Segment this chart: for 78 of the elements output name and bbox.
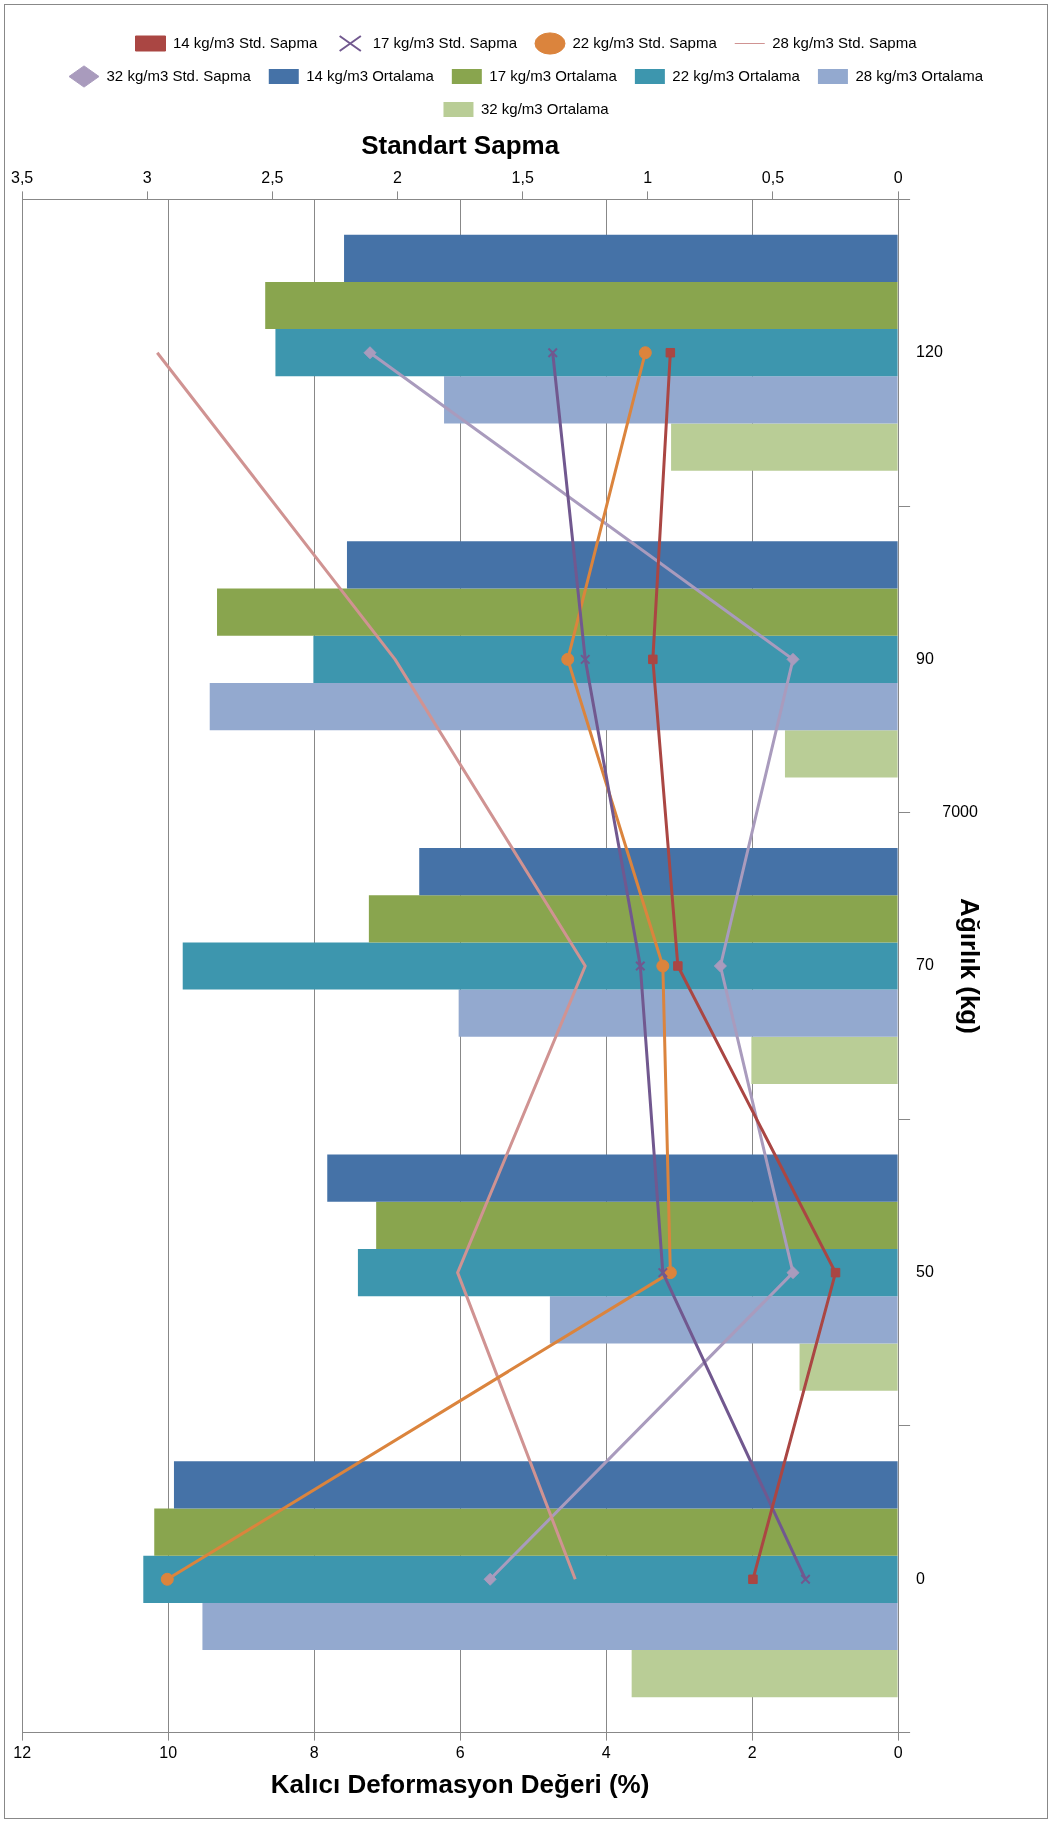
point (483, 1572, 497, 1586)
bar (327, 1154, 898, 1202)
x2-tick-label: 1 (643, 169, 653, 187)
y-axis-title: Ağırlık (kg) (955, 898, 986, 1034)
bar (419, 847, 898, 896)
point (800, 1574, 811, 1585)
bar (143, 1555, 898, 1603)
legend-label: 32 kg/m3 Ortalama (480, 99, 610, 117)
legend-label: 32 kg/m3 Std. Sapma (106, 66, 252, 84)
x-tick-label: 0 (893, 1743, 903, 1761)
x2-tick-label: 0 (893, 169, 903, 187)
point (656, 959, 670, 973)
point (673, 961, 683, 971)
legend-label: 22 kg/m3 Ortalama (672, 66, 801, 84)
x-tick-label: 10 (159, 1743, 178, 1761)
x-tick-label: 12 (13, 1743, 32, 1761)
bar (357, 1249, 898, 1297)
legend-label: 28 kg/m3 Std. Sapma (772, 33, 918, 51)
x2-tick-label: 3 (142, 169, 152, 187)
point (665, 347, 676, 358)
point (635, 960, 646, 972)
point (657, 1267, 669, 1278)
point (580, 654, 591, 665)
legend-label: 28 kg/m3 Ortalama (855, 66, 984, 84)
bar (376, 1201, 898, 1250)
legend-label: 17 kg/m3 Ortalama (489, 66, 618, 84)
x-tick-label: 2 (747, 1743, 757, 1761)
bar (751, 1036, 898, 1085)
x-tick-label: 8 (309, 1743, 319, 1761)
legend-label: 14 kg/m3 Std. Sapma (173, 33, 318, 51)
bar (444, 376, 898, 424)
bar (182, 942, 898, 990)
x2-tick-label: 2 (393, 169, 403, 187)
y-tick-label: 50 (916, 1263, 934, 1281)
point (786, 652, 800, 666)
bar (275, 329, 898, 377)
x-axis-title: Kalıcı Deformasyon Değeri (%) (270, 1768, 650, 1799)
bar (154, 1508, 898, 1556)
y-tick-label: 120 (916, 343, 943, 361)
point (748, 1574, 758, 1585)
bar (784, 730, 898, 778)
bar (202, 1602, 898, 1651)
point (830, 1267, 841, 1278)
point (786, 1266, 800, 1280)
bar (549, 1296, 898, 1344)
bar (209, 682, 898, 731)
bar (631, 1650, 898, 1698)
bar (217, 588, 898, 636)
bar (671, 423, 898, 471)
bar (265, 281, 898, 330)
bar (346, 541, 898, 589)
x2-tick-label: 0,5 (761, 169, 785, 187)
bar (368, 895, 898, 943)
point (363, 346, 377, 360)
x-tick-label: 4 (601, 1743, 611, 1761)
bar (344, 234, 898, 282)
x2-tick-label: 1,5 (511, 169, 534, 187)
bar (173, 1461, 898, 1509)
point (561, 652, 575, 666)
x2-axis-title: Standart Sapma (361, 129, 560, 160)
y-tick-label: 0 (916, 1569, 926, 1587)
point (547, 347, 558, 358)
legend-label: 14 kg/m3 Ortalama (306, 66, 435, 84)
x2-tick-label: 2,5 (261, 169, 284, 187)
y-tick-label: 70 (916, 956, 934, 974)
x-tick-label: 6 (455, 1743, 465, 1761)
bar (799, 1343, 898, 1391)
point (160, 1572, 174, 1586)
legend-label: 17 kg/m3 Std. Sapma (372, 33, 518, 51)
x2-tick-label: 3,5 (11, 169, 34, 187)
text: 7000 (942, 803, 978, 821)
point (713, 959, 727, 973)
point (648, 654, 658, 665)
y-tick-label: 90 (916, 649, 934, 667)
bar (313, 635, 898, 683)
legend-label: 22 kg/m3 Std. Sapma (572, 33, 718, 51)
point (638, 346, 652, 360)
bar (458, 989, 898, 1037)
